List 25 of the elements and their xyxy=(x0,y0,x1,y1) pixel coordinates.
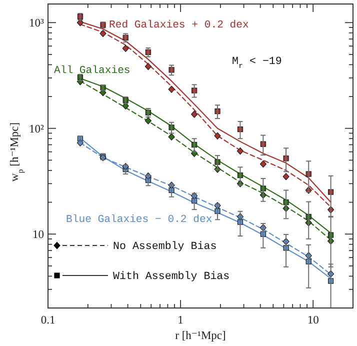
series-label: Red Galaxies + 0.2 dex xyxy=(109,20,249,32)
point xyxy=(260,160,266,168)
annotation: No Assembly Bias xyxy=(113,241,217,253)
point xyxy=(168,133,175,141)
point xyxy=(168,86,175,93)
point xyxy=(144,62,152,70)
point xyxy=(122,102,129,110)
point xyxy=(144,117,152,124)
point xyxy=(236,147,244,155)
point xyxy=(214,132,221,140)
x-tick-label: 10 xyxy=(307,314,320,326)
series-label: Blue Galaxies − 0.2 dex xyxy=(66,214,212,226)
x-tick-label: 0.1 xyxy=(40,314,56,326)
annotation: M$_{r}$ < −19 xyxy=(232,56,282,71)
y-tick-label: 10³ xyxy=(29,18,45,30)
x-tick-label: 1 xyxy=(178,314,184,326)
x-axis-title: r [h⁻¹Mpc] xyxy=(175,330,226,342)
series-label: All Galaxies xyxy=(54,65,130,77)
y-tick-label: 10 xyxy=(32,229,44,242)
annotation: With Assembly Bias xyxy=(113,271,230,283)
point xyxy=(100,30,106,38)
y-tick-label: 10² xyxy=(29,123,45,136)
point xyxy=(122,44,129,52)
point xyxy=(191,110,198,118)
point xyxy=(282,172,290,180)
